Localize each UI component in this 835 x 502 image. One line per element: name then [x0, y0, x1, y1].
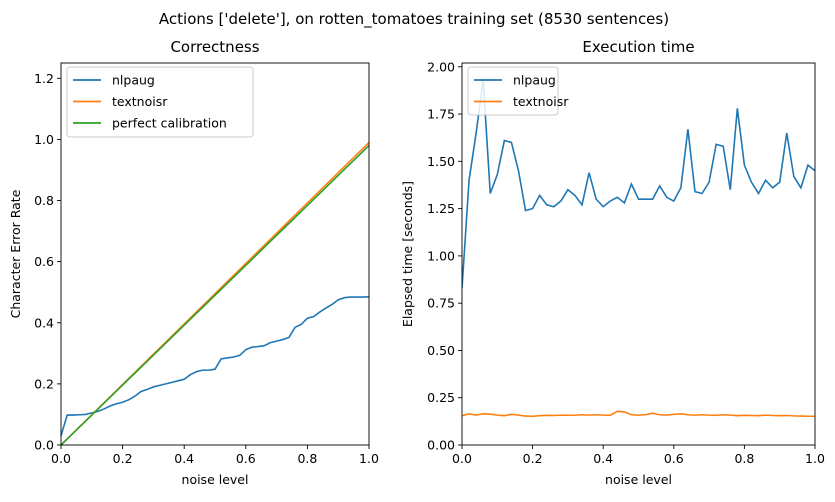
x-tick-label: 0.0 — [51, 451, 71, 466]
y-tick-label: 0.50 — [427, 343, 455, 358]
y-tick-label: 0.00 — [427, 438, 455, 453]
series-line-2 — [61, 144, 369, 445]
y-tick-label: 2.00 — [427, 59, 455, 74]
chart-panel-0: 0.0 0.2 0.4 0.6 0.8 1.0 0.0 0.2 0.4 0.6 0.8 1.0 1.2 C… — [8, 38, 379, 487]
y-tick-label: 1.00 — [427, 248, 455, 263]
x-tick-label: 1.0 — [359, 451, 379, 466]
x-tick-label: 1.0 — [805, 451, 825, 466]
axes-frame — [461, 62, 816, 446]
x-tick-label: 0.8 — [297, 451, 317, 466]
y-tick-label: 0.2 — [34, 376, 54, 391]
y-tick-label: 0.4 — [34, 315, 54, 330]
legend-box — [467, 66, 559, 116]
y-tick-label: 1.50 — [427, 154, 455, 169]
axes-frame — [60, 62, 370, 446]
x-tick-label: 0.6 — [664, 451, 684, 466]
legend-label: perfect calibration — [112, 116, 227, 131]
y-axis-label: Character Error Rate — [8, 189, 23, 318]
x-tick-label: 0.8 — [734, 451, 754, 466]
y-tick-label: 0.8 — [34, 193, 54, 208]
series-line-0 — [462, 79, 815, 289]
x-tick-label: 0.2 — [113, 451, 133, 466]
x-tick-label: 0.0 — [452, 451, 472, 466]
y-tick-label: 0.75 — [427, 296, 455, 311]
legend-label: nlpaug — [513, 73, 556, 88]
legend-label: textnoisr — [513, 94, 569, 109]
figure-title: Actions ['delete'], on rotten_tomatoes t… — [159, 10, 669, 29]
legend-label: textnoisr — [112, 94, 168, 109]
legend-box — [66, 66, 254, 138]
series-line-0 — [61, 295, 369, 437]
y-tick-label: 0.6 — [34, 254, 54, 269]
x-tick-label: 0.2 — [523, 451, 543, 466]
x-axis-label: noise level — [605, 472, 672, 487]
y-tick-label: 0.0 — [34, 438, 54, 453]
x-tick-label: 0.4 — [174, 451, 194, 466]
x-tick-label: 0.4 — [593, 451, 613, 466]
y-tick-label: 1.75 — [427, 107, 455, 122]
chart-title: Correctness — [170, 38, 259, 56]
x-axis-label: noise level — [182, 472, 249, 487]
y-tick-label: 1.25 — [427, 201, 455, 216]
series-line-1 — [462, 410, 815, 418]
chart-panel-1: 0.0 0.2 0.4 0.6 0.8 1.0 0.00 0.25 0.50 0.75 1.00 1.… — [400, 38, 825, 487]
y-tick-label: 1.0 — [34, 132, 54, 147]
y-tick-label: 1.2 — [34, 71, 54, 86]
legend-label: nlpaug — [112, 73, 155, 88]
y-tick-label: 0.25 — [427, 390, 455, 405]
y-axis-label: Elapsed time [seconds] — [400, 181, 415, 327]
x-tick-label: 0.6 — [236, 451, 256, 466]
chart-title: Execution time — [582, 38, 694, 56]
